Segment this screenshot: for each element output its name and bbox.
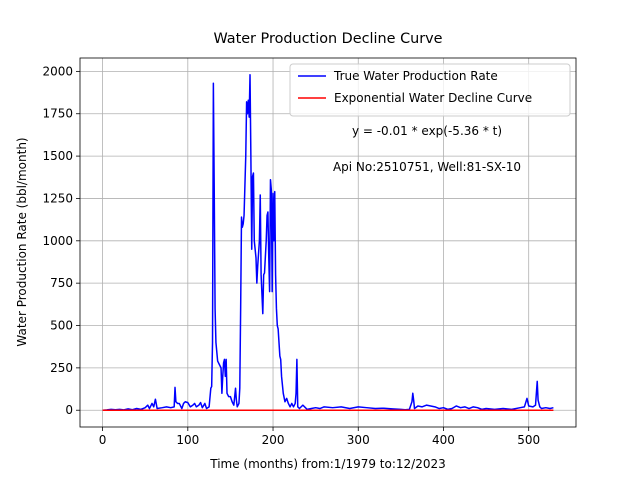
y-tick-label: 750 <box>50 276 73 290</box>
y-tick-label: 1250 <box>42 191 73 205</box>
x-tick-label: 200 <box>262 433 285 447</box>
y-tick-label: 1750 <box>42 107 73 121</box>
x-tick-label: 400 <box>432 433 455 447</box>
axes-frame <box>79 57 577 428</box>
x-tick-label: 300 <box>347 433 370 447</box>
legend-label: Exponential Water Decline Curve <box>334 91 532 105</box>
x-tick-label: 0 <box>99 433 107 447</box>
y-tick-label: 2000 <box>42 64 73 78</box>
x-tick-label: 100 <box>176 433 199 447</box>
x-tick-label: 500 <box>517 433 540 447</box>
y-axis-label: Water Production Rate (bbl/month) <box>15 137 29 346</box>
data-line <box>102 74 554 411</box>
chart-title: Water Production Decline Curve <box>213 31 442 47</box>
y-tick-label: 1500 <box>42 149 73 163</box>
legend-label: True Water Production Rate <box>333 69 498 83</box>
y-tick-label: 500 <box>50 319 73 333</box>
y-tick-label: 250 <box>50 361 73 375</box>
y-tick-label: 1000 <box>42 234 73 248</box>
legend-box <box>289 63 571 117</box>
x-axis-label: Time (months) from:1/1979 to:12/2023 <box>209 457 446 471</box>
annotation: y = -0.01 * exp(-5.36 * t) <box>352 124 502 138</box>
annotation: Api No:2510751, Well:81-SX-10 <box>333 160 521 174</box>
y-tick-label: 0 <box>65 403 73 417</box>
